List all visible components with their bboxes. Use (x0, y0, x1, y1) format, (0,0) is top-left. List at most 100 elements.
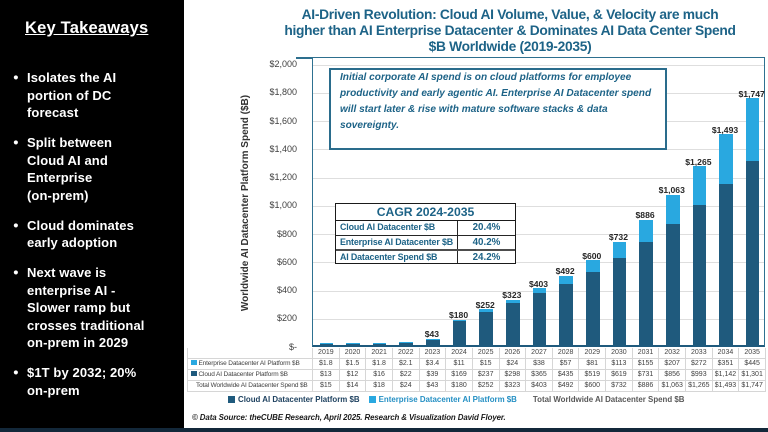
data-table-value-cell: $1,747 (738, 379, 766, 392)
legend-swatch-icon (368, 396, 376, 403)
bar-segment-enterprise (719, 134, 733, 184)
key-takeaways-panel: Key Takeaways ● Isolates the AI portion o… (0, 0, 184, 432)
data-table-value-cell: $1,265 (684, 379, 713, 392)
chart-title: AI-Driven Revolution: Cloud AI Volume, V… (284, 6, 736, 54)
data-table-year-cell: 2035 (738, 347, 766, 359)
data-table-year-cell: 2022 (391, 347, 420, 359)
bullet-dot-icon: ● (13, 267, 19, 278)
cagr-row: Enterprise AI Datacenter $B 40.2% (336, 235, 515, 249)
data-table-year-cell: 2032 (658, 347, 686, 359)
legend-item: Enterprise Datacenter AI Platform $B (368, 395, 517, 404)
bar-segment-cloud (452, 321, 467, 345)
y-axis-tick-label: $2,000 (269, 59, 297, 69)
legend-item: Total Worldwide AI Datacenter Spend $B (533, 395, 685, 404)
y-axis-tick-label: $1,200 (269, 172, 297, 182)
source-attribution: © Data Source: theCUBE Research, April 2… (192, 413, 506, 422)
bar-segment-cloud (346, 343, 360, 345)
data-table-value-cell: $519 (578, 368, 607, 381)
bar-total-label: $600 (582, 250, 602, 261)
gridline (313, 262, 764, 264)
data-table-value-cell: $1,493 (711, 379, 740, 392)
bar-total-label: $323 (502, 289, 522, 300)
key-takeaways-list: ● Isolates the AI portion of DC forecast ●… (10, 69, 182, 412)
data-table-row: Cloud AI Datacenter Platform $B $13 $12 $16… (186, 368, 766, 381)
series-marker-icon (191, 359, 197, 365)
data-table-year-cell: 2026 (498, 347, 527, 359)
series-marker-icon (191, 370, 197, 376)
bar-segment-enterprise (585, 260, 600, 272)
legend-item-label: Total Worldwide AI Datacenter Spend $B (532, 395, 685, 404)
data-table-value-cell: $15 (471, 357, 500, 370)
y-axis-tick-label: $- (288, 341, 297, 352)
bar-segment-cloud (692, 204, 707, 345)
y-axis-tick-label: $200 (276, 313, 297, 324)
data-table-row-label: Cloud AI Datacenter Platform $B (186, 368, 314, 381)
bar-segment-enterprise (692, 166, 707, 205)
data-table-year-cell: 2027 (525, 347, 553, 359)
legend-item: Cloud AI Datacenter Platform $B (228, 395, 360, 404)
bar-segment-cloud (585, 271, 600, 345)
bar-segment-cloud (639, 241, 653, 345)
bar-segment-enterprise (639, 219, 653, 242)
bar-total-label: $1,265 (685, 156, 712, 167)
data-table-value-cell: $365 (525, 368, 553, 381)
cagr-row-value: 24.2% (472, 252, 501, 263)
data-table-value-cell: $1,301 (738, 368, 766, 381)
data-table-value-cell: $600 (578, 379, 607, 392)
data-table-value-cell: $13 (312, 368, 340, 381)
data-table-value-cell: $11 (445, 357, 473, 370)
data-table-year-cell: 2020 (338, 347, 367, 359)
legend-item-label: Enterprise Datacenter AI Platform $B (378, 395, 517, 404)
cagr-row: Cloud AI Datacenter $B 20.4% (336, 221, 515, 235)
data-table-year-cell: 2033 (684, 347, 713, 359)
data-table-value-cell: $1,063 (658, 379, 686, 392)
data-table-value-cell: $731 (631, 368, 660, 381)
bar-segment-cloud (399, 341, 414, 345)
bar-segment-cloud (559, 283, 573, 345)
data-table-value-cell: $16 (365, 368, 393, 381)
bar-total-label: $1,063 (658, 185, 685, 196)
cagr-row-value: 20.4% (472, 222, 501, 233)
data-table-year-cell: 2025 (471, 347, 500, 359)
data-table-value-cell: $298 (498, 368, 527, 381)
y-axis-tick-label: $1,000 (269, 200, 297, 211)
data-table-value-cell: $492 (551, 379, 580, 392)
data-table-year-cell: 2024 (445, 347, 473, 359)
bar-total-label: $1,747 (738, 88, 765, 99)
takeaway-bullet: ● $1T by 2032; 20% on-prem (10, 364, 182, 399)
data-table-value-cell: $1.8 (312, 357, 340, 370)
data-table-value-cell: $22 (391, 368, 420, 381)
data-table-value-cell: $38 (525, 357, 553, 370)
data-table-value-cell: $732 (605, 379, 633, 392)
data-table-row: Enterprise Datacenter AI Platform $B $1.8… (186, 357, 766, 370)
annotation-box: Initial corporate AI spend is on cloud p… (329, 68, 667, 150)
data-table-value-cell: $323 (498, 379, 527, 392)
data-table-value-cell: $24 (391, 379, 420, 392)
data-table-value-cell: $403 (525, 379, 553, 392)
data-table-value-cell: $1,142 (711, 368, 740, 381)
data-table-value-cell: $445 (738, 357, 766, 370)
cagr-row-label: Cloud AI Datacenter $B (336, 221, 458, 235)
data-table-year-cell: 2028 (551, 347, 580, 359)
y-axis-tick-label: $400 (276, 285, 297, 295)
data-table-value-cell: $81 (578, 357, 607, 370)
bar-total-label: $886 (635, 210, 655, 221)
takeaway-bullet: ● Isolates the AI portion of DC forecast (10, 69, 182, 122)
bar-segment-cloud (745, 161, 760, 345)
data-table-value-cell: $180 (445, 379, 473, 392)
bar-total-label: $1,493 (711, 124, 739, 135)
data-table-value-cell: $3.4 (418, 357, 447, 370)
data-table-value-cell: $12 (338, 368, 367, 381)
gridline (313, 205, 764, 207)
data-table-row-label: Total Worldwide AI Datacenter Spend $B (186, 379, 314, 392)
gridline (313, 234, 764, 235)
gridline (313, 64, 764, 66)
bar-segment-cloud (506, 302, 520, 345)
cagr-row-label: Enterprise AI Datacenter $B (336, 236, 458, 249)
takeaway-text: Split between Cloud AI and Enterprise (o… (27, 135, 113, 203)
y-axis-tick-label: $600 (276, 256, 297, 267)
data-table-value-cell: $15 (312, 379, 340, 392)
data-table-year-cell: 2029 (578, 347, 607, 359)
takeaway-bullet: ● Split between Cloud AI and Enterprise (… (10, 134, 182, 204)
bar-segment-enterprise (745, 98, 760, 162)
